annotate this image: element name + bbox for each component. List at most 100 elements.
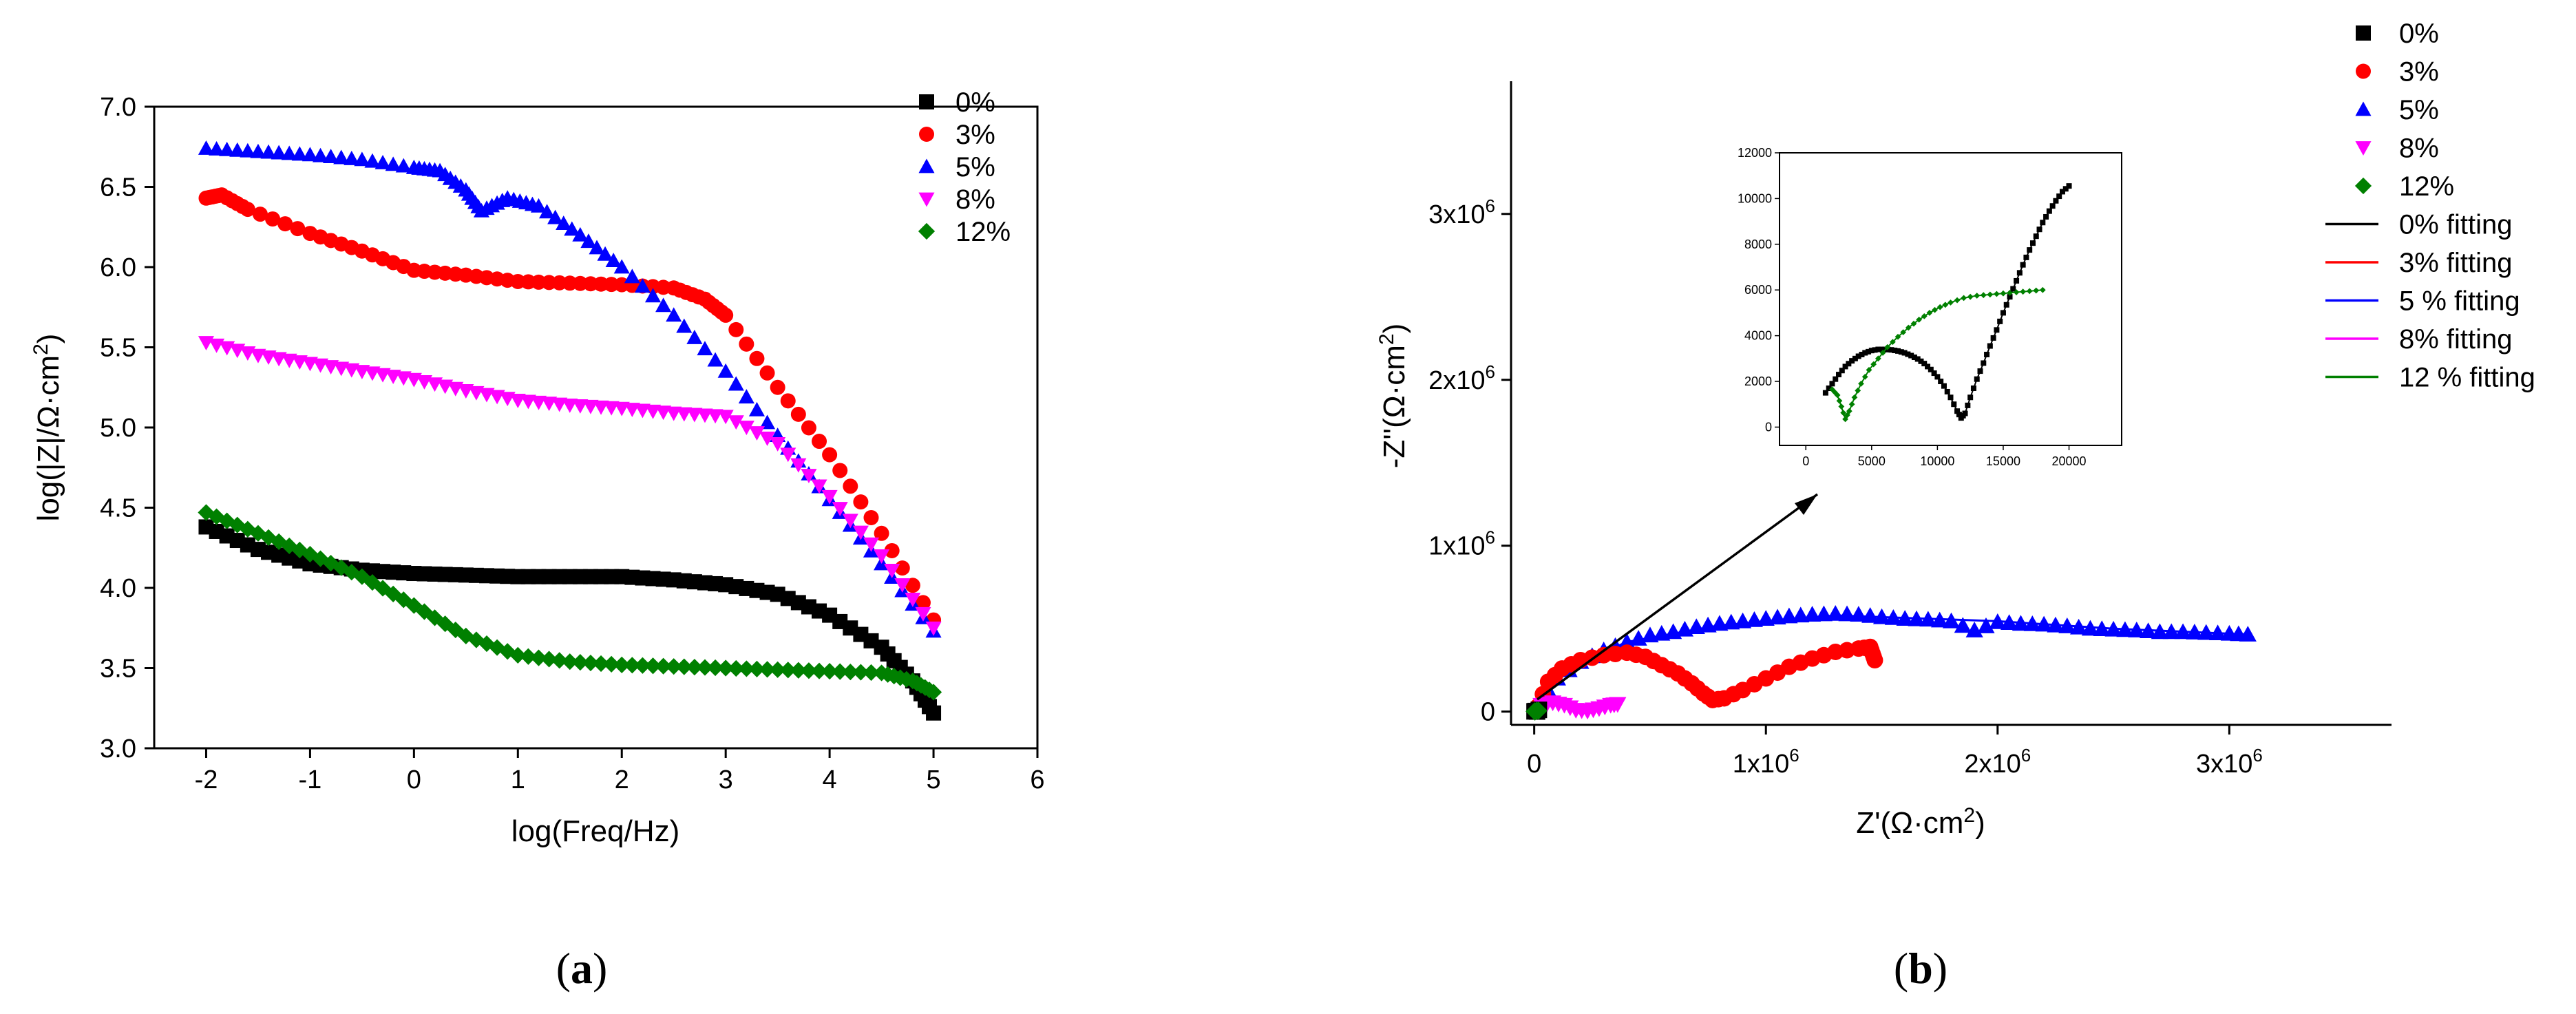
chart-a-x-axis-label: log(Freq/Hz) xyxy=(511,814,680,848)
inset-point xyxy=(1846,408,1852,414)
inset-series-12% xyxy=(1829,286,2046,423)
chart-a-point xyxy=(561,653,578,670)
inset-x-tick-label: 15000 xyxy=(1986,454,2020,468)
chart-a-point xyxy=(915,595,931,611)
chart-a-point xyxy=(666,307,682,322)
chart-a-point xyxy=(748,401,766,416)
chart-a-point xyxy=(749,350,765,366)
inset-point xyxy=(1984,352,1990,358)
chart-a-point xyxy=(562,399,578,413)
chart-a-point xyxy=(686,659,703,676)
chart-a-point xyxy=(852,525,869,540)
inset-point xyxy=(1987,343,1993,349)
chart-a-point xyxy=(530,649,547,666)
chart-a-point xyxy=(863,509,879,525)
chart-a-point xyxy=(281,537,298,555)
inset-point xyxy=(1941,383,1947,389)
chart-a-point xyxy=(582,399,599,414)
inset-point xyxy=(2066,183,2072,189)
chart-a-point xyxy=(738,421,754,436)
chart-a-point xyxy=(894,578,911,593)
chart-b-legend-label: 5 % fitting xyxy=(2399,286,2520,317)
chart-a-point xyxy=(832,663,849,680)
inset-point xyxy=(1938,379,1944,385)
chart-a-point xyxy=(354,151,370,167)
inset-point xyxy=(1911,355,1917,361)
chart-b-point xyxy=(1919,611,1937,627)
chart-a-point xyxy=(676,407,693,422)
inset-point xyxy=(1838,403,1845,410)
chart-a-point xyxy=(551,652,568,669)
chart-a-point xyxy=(801,469,817,483)
inset-point xyxy=(1954,408,1961,414)
chart-a-point xyxy=(915,606,931,622)
inset-y-tick-label: 10000 xyxy=(1738,191,1772,205)
chart-a-point xyxy=(353,568,370,585)
chart-b-point xyxy=(1609,697,1627,713)
chart-a-point xyxy=(718,307,734,323)
chart-a-point xyxy=(863,537,880,552)
inset-point xyxy=(2027,247,2033,253)
chart-a-x-tick-label: -2 xyxy=(195,765,218,794)
inset-point xyxy=(2059,189,2065,195)
chart-a-legend-label: 5% xyxy=(956,152,995,182)
chart-a-point xyxy=(240,142,256,158)
inset-point xyxy=(1942,302,1949,308)
chart-b-legend-marker xyxy=(2355,101,2372,116)
chart-b-point xyxy=(1803,606,1822,622)
chart-a-point xyxy=(925,621,942,636)
inset-point xyxy=(2036,226,2042,233)
chart-a-point xyxy=(842,514,858,529)
chart-a-point xyxy=(229,516,246,534)
chart-a-point xyxy=(240,202,255,218)
chart-a-point xyxy=(675,658,693,675)
chart-a-point xyxy=(790,662,807,679)
chart-a: -2 -1 0 1 2 3 4 5 6 3.03.54.04.55.05.56.06.57.0 … xyxy=(30,87,1045,993)
chart-a-point xyxy=(686,408,703,423)
inset-point xyxy=(1921,313,1928,319)
inset-point xyxy=(1839,368,1845,374)
inset-point xyxy=(1840,410,1847,416)
inset-point xyxy=(1931,370,1937,377)
chart-a-point xyxy=(925,684,942,701)
inset-plot-frame xyxy=(1779,152,2122,446)
inset-point xyxy=(2040,220,2046,226)
chart-b-y-axis-label: -Z''(Ω·cm2) xyxy=(1375,324,1411,469)
inset-point xyxy=(1910,320,1917,327)
inset-point xyxy=(1965,402,1971,408)
inset-pointer-arrowhead xyxy=(1795,494,1817,515)
inset-point xyxy=(2056,193,2062,200)
chart-a-point xyxy=(697,341,713,356)
inset-point xyxy=(1895,348,1901,354)
chart-a-point xyxy=(665,658,682,675)
chart-b-point xyxy=(1757,610,1775,626)
inset-point xyxy=(1944,388,1950,394)
inset-point xyxy=(2043,213,2049,220)
chart-b-x-tick-label: 0 xyxy=(1527,750,1541,779)
chart-b-point xyxy=(2186,624,2204,640)
chart-a-point xyxy=(547,209,564,224)
chart-b-point xyxy=(1908,610,1925,626)
chart-b-legend-label: 0% fitting xyxy=(2399,210,2513,240)
chart-a-legend-marker xyxy=(919,127,934,142)
chart-b-legend-label: 12% xyxy=(2399,171,2454,202)
inset-x-tick-label: 0 xyxy=(1802,454,1809,468)
inset-y-tick-label: 8000 xyxy=(1744,237,1772,251)
inset-point xyxy=(1858,380,1864,387)
chart-a-point xyxy=(395,158,412,173)
chart-a-point xyxy=(696,659,714,676)
inset-point xyxy=(1962,410,1968,416)
inset-point xyxy=(1997,318,2003,324)
inset-point xyxy=(1961,295,1967,302)
chart-b-legend-marker xyxy=(2354,177,2372,195)
inset-y-tick-label: 6000 xyxy=(1744,283,1772,297)
chart-b-point xyxy=(1815,605,1833,622)
chart-a-y-tick-label: 4.0 xyxy=(100,574,136,603)
chart-a-point xyxy=(863,664,880,682)
inset-point xyxy=(1980,292,1987,299)
inset-point xyxy=(1974,376,1980,382)
inset-point xyxy=(1879,346,1885,352)
chart-a-point xyxy=(605,253,622,268)
chart-a-legend-label: 8% xyxy=(956,184,995,215)
inset-point xyxy=(1870,361,1877,368)
